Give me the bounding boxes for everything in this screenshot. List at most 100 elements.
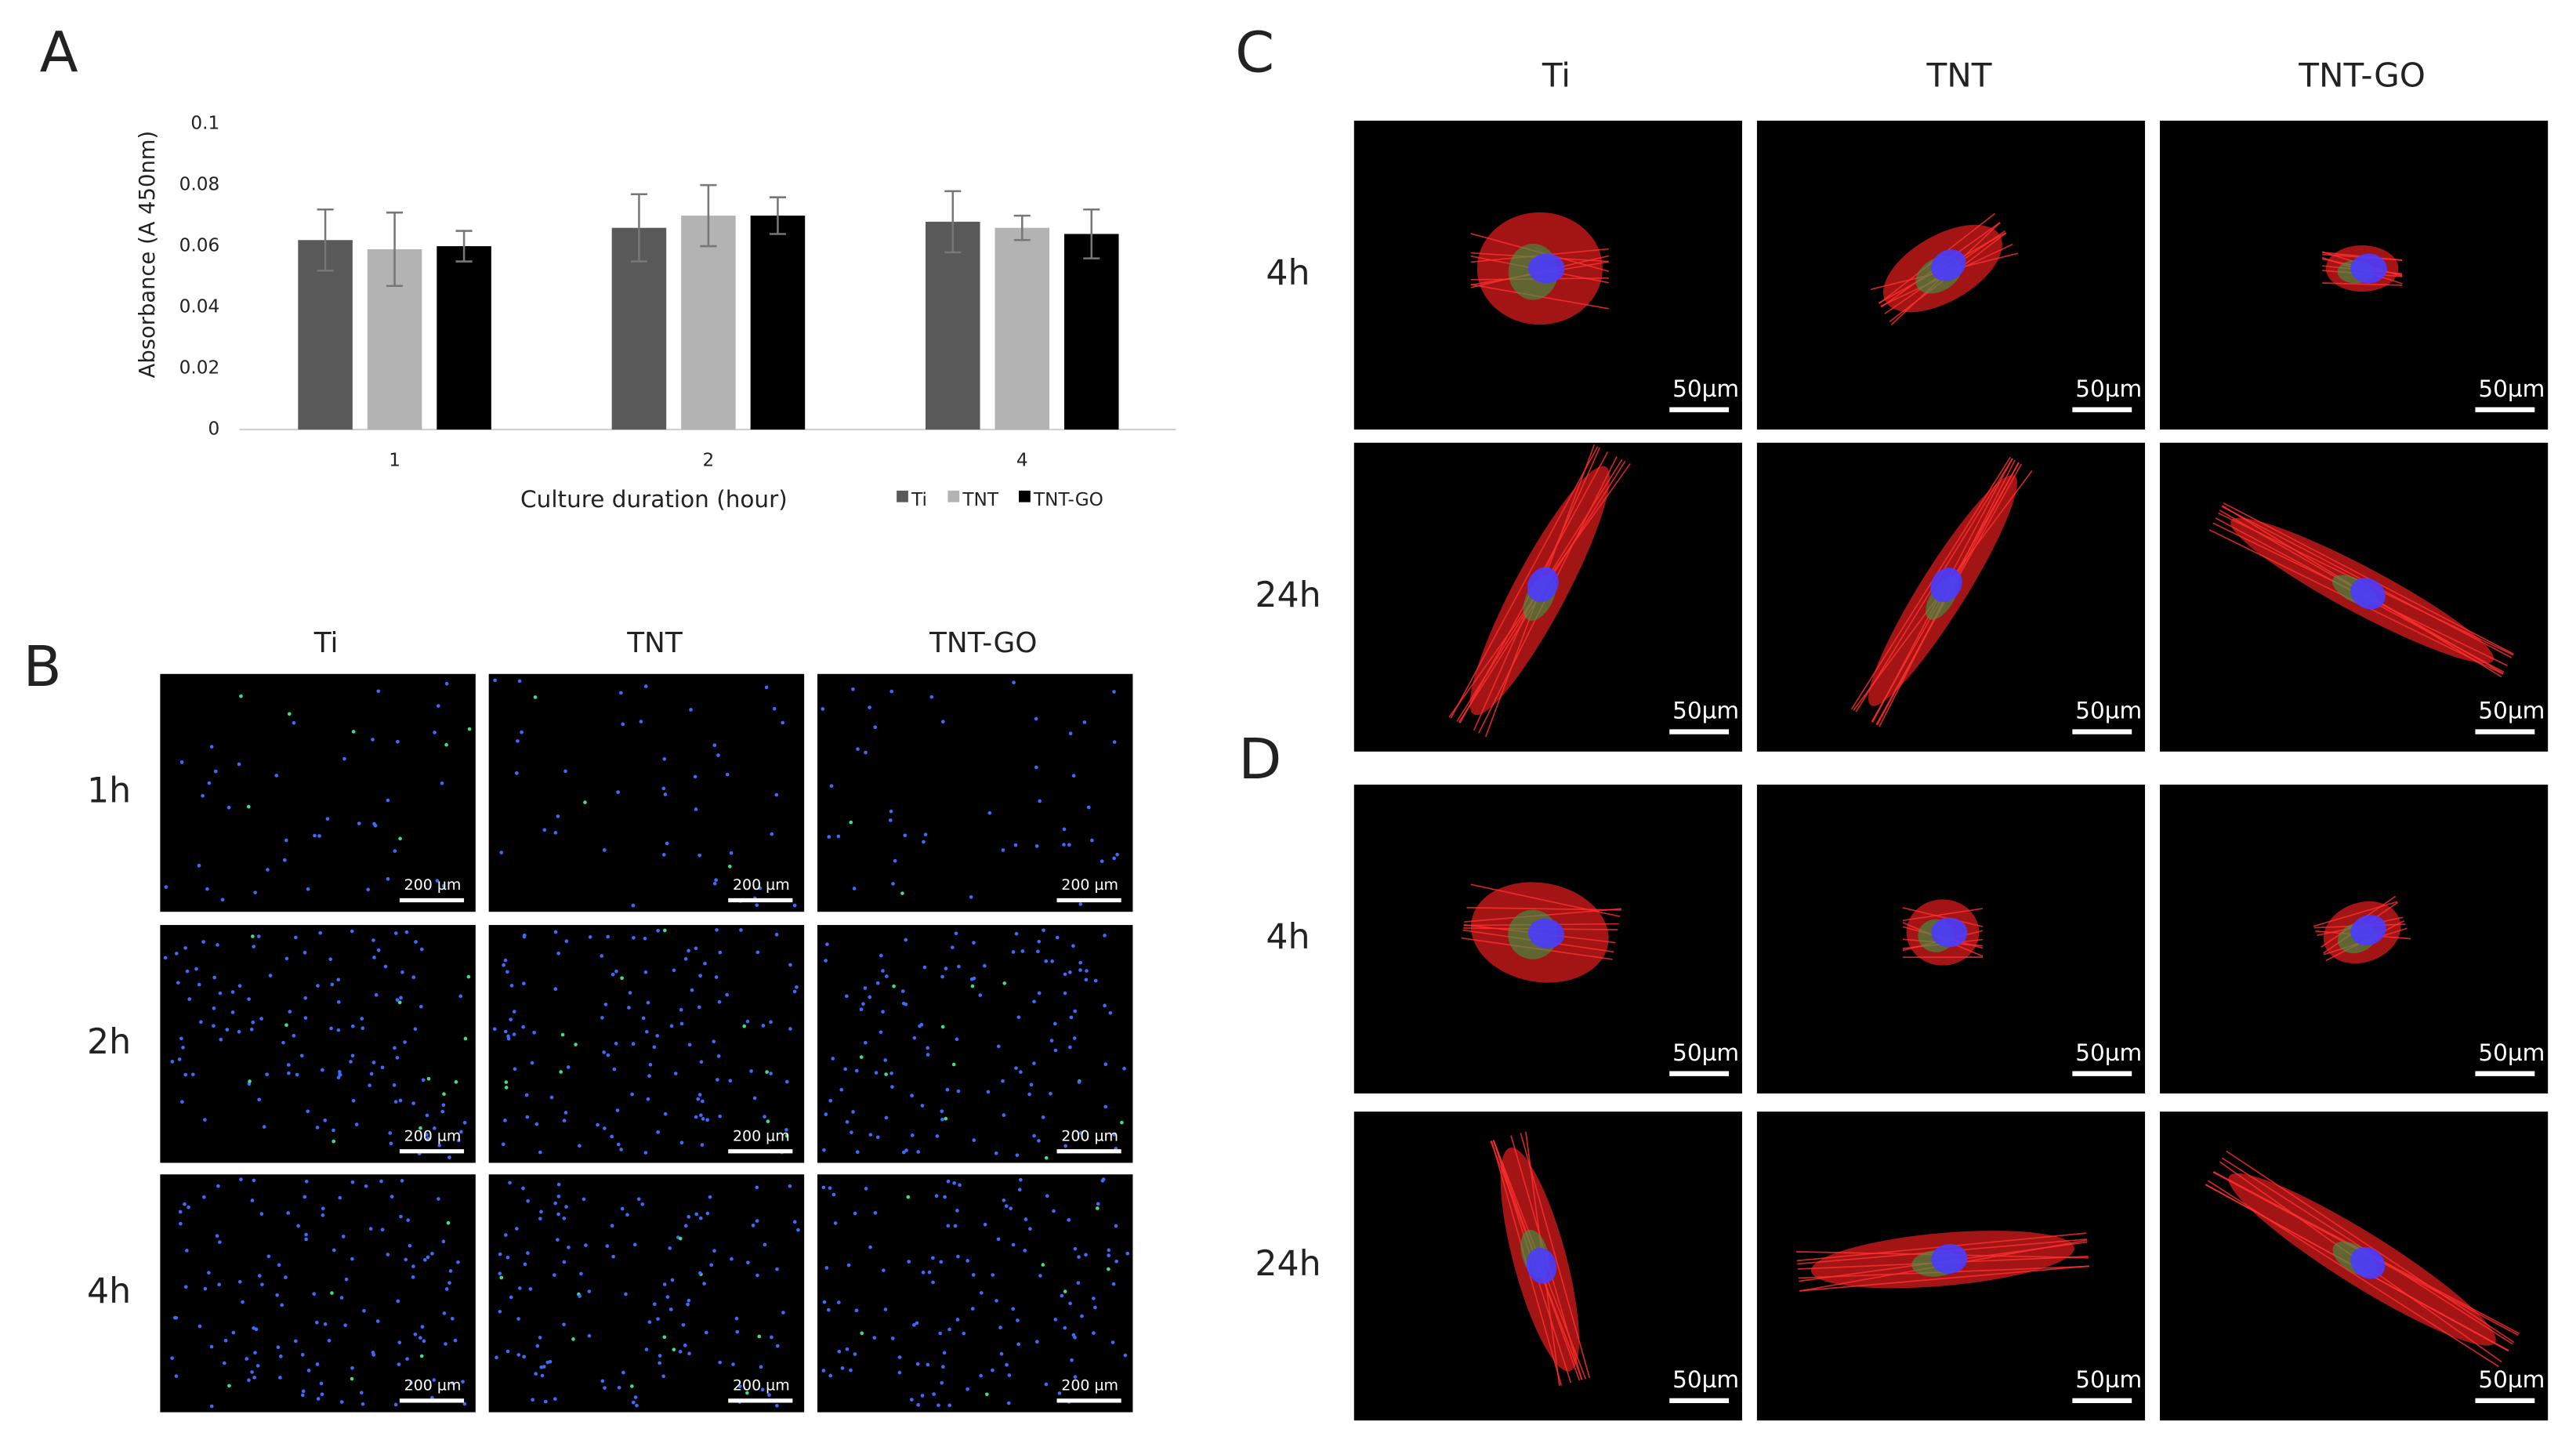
cell-dot [662, 1335, 667, 1340]
cell-dot [986, 1090, 991, 1094]
cell-dot [630, 1092, 634, 1097]
cell-dot [755, 1219, 759, 1223]
cell-dot [582, 1197, 586, 1202]
cell-dot [571, 1337, 575, 1341]
cell-dot [444, 1342, 447, 1346]
cell-dot [278, 1376, 282, 1380]
row-label: 24h [1255, 1244, 1321, 1284]
cell-dot [1085, 969, 1089, 973]
cell-dot [879, 953, 883, 958]
cell-dot [953, 1224, 958, 1228]
cell-dot [388, 1131, 393, 1135]
cell-dot [197, 1324, 202, 1329]
cell-dot [683, 1224, 688, 1228]
legend-label: TNT [962, 489, 998, 510]
cell-dot [739, 928, 743, 932]
cell-dot [332, 1139, 336, 1144]
cell-dot [383, 964, 388, 969]
cell-dot [292, 1033, 296, 1038]
cell-dot [327, 1338, 332, 1343]
cell-dot [444, 742, 448, 747]
cell-dot [984, 1392, 989, 1397]
cell-dot [495, 1355, 498, 1360]
cell-dot [860, 1331, 864, 1336]
cell-dot [962, 1331, 966, 1336]
cell-dot [284, 956, 289, 961]
cell-dot [226, 805, 231, 810]
cell-dot [851, 1110, 855, 1114]
cell-dot [770, 832, 774, 836]
cell-dot [515, 1227, 519, 1231]
cell-dot [854, 1308, 859, 1313]
cell-dot [712, 1249, 716, 1253]
cell-dot [275, 1293, 279, 1297]
cell-dot [673, 1072, 678, 1075]
cell-dot [587, 1333, 592, 1338]
cell-dot [687, 1043, 692, 1047]
cell-dot [745, 1019, 750, 1024]
cell-dot [1084, 1253, 1088, 1257]
cell-dot [879, 1030, 883, 1035]
cell-dot [1035, 1340, 1039, 1344]
cell-dot [945, 1087, 950, 1092]
cell-dot [1120, 1120, 1124, 1125]
cell-dot [360, 1026, 365, 1031]
cell-dot [884, 1072, 888, 1076]
cell-dot [321, 1213, 325, 1217]
scale-label: 200 µm [404, 1127, 462, 1144]
cell-dot [319, 1381, 324, 1386]
cell-dot [237, 762, 241, 767]
cell-dot [396, 1299, 400, 1304]
fiber [1902, 908, 1984, 922]
cell-dot [970, 1307, 975, 1311]
cell-dot [456, 1260, 460, 1264]
cell-dot [868, 705, 871, 709]
cell-dot [619, 1148, 623, 1151]
cell-dot [635, 1403, 639, 1408]
cell-dot [359, 1391, 364, 1395]
cell-dot [350, 1054, 355, 1058]
cell-dot [369, 1072, 374, 1076]
panel-label: D [1238, 727, 1281, 792]
y-tick-label: 0.04 [179, 296, 220, 317]
cell-dot [535, 1344, 540, 1348]
cell-dot [259, 1212, 264, 1216]
cell-dot [1044, 1155, 1049, 1160]
cell-dot [522, 981, 526, 986]
cell-dot [714, 878, 718, 882]
cell-dot [661, 853, 666, 857]
cell-dot [621, 722, 625, 727]
cell-dot [983, 1222, 987, 1227]
cell-dot [456, 1138, 461, 1143]
cell-dot [279, 1355, 283, 1358]
cell-dot [868, 995, 872, 999]
cell-dot [303, 951, 307, 955]
cell-dot [686, 1302, 690, 1307]
cell-dot [910, 1398, 914, 1402]
cell-dot [203, 1286, 208, 1291]
cell-dot [663, 1112, 668, 1116]
cell-dot [656, 1317, 660, 1321]
cell-dot [404, 930, 409, 934]
cell-dot [255, 1364, 260, 1368]
cell-dot [1063, 1289, 1067, 1293]
cell-dot [1077, 1080, 1081, 1084]
cell-dot [330, 982, 335, 987]
cell-dot [420, 1325, 425, 1329]
cell-dot [1002, 1198, 1006, 1202]
cell-dot [1020, 949, 1025, 953]
cell-dot [380, 1228, 385, 1231]
cell-dot [767, 1393, 771, 1397]
cell-dot [701, 1099, 705, 1104]
cell-dot [366, 887, 371, 892]
cell-dot [1037, 1139, 1041, 1143]
cell-dot [562, 1260, 567, 1264]
cell-dot [764, 685, 769, 690]
cell-dot [781, 720, 784, 725]
cell-dot [881, 969, 885, 973]
cell-dot [950, 945, 955, 949]
column-label: TNT-GO [929, 627, 1037, 659]
cell-dot [1034, 765, 1038, 770]
cell-dot [873, 1211, 878, 1215]
